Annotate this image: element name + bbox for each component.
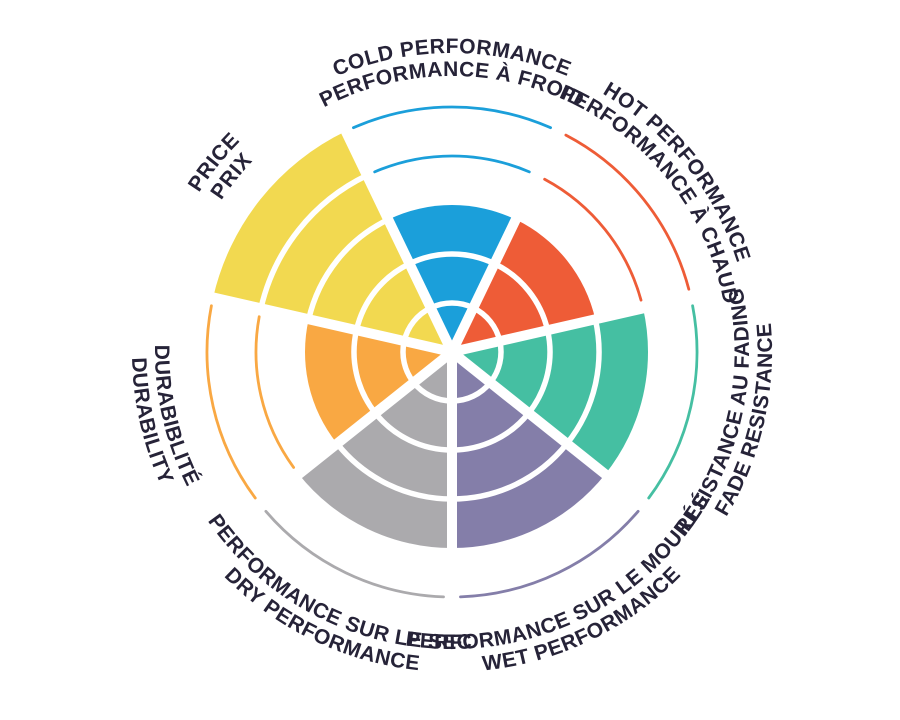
wet-performance-ring-2: [451, 411, 531, 453]
dry-performance-level-arc-5: [264, 509, 445, 599]
hot-performance-level-arc-5: [564, 133, 691, 291]
wet-performance-level-arc-5: [459, 509, 640, 599]
durability-level-arc-5: [205, 304, 257, 500]
sector-divider-5: [201, 290, 454, 357]
price-ring-2: [353, 261, 411, 331]
price-ring-4: [258, 172, 369, 310]
fade-resistance-ring-3: [564, 318, 602, 446]
cold-performance-wedge: [388, 205, 516, 352]
sector-divider-4: [248, 348, 456, 516]
sector-divider-0: [447, 119, 568, 355]
durability-wedge: [305, 319, 452, 444]
sector-divider-2: [448, 348, 656, 516]
dry-performance-wedge: [298, 352, 452, 548]
price-ring-3: [306, 217, 390, 320]
durability-level-arc-4: [254, 315, 296, 469]
sector-divider-6: [336, 119, 457, 355]
fade-resistance-ring-2: [526, 329, 553, 415]
wet-performance-wedge: [452, 352, 606, 548]
hot-performance-level-arc-4: [543, 177, 643, 302]
sector-divider-1: [450, 290, 703, 357]
hot-performance-ring-2: [493, 261, 551, 331]
durability-ring-2: [351, 329, 378, 415]
chart-dividers: [201, 119, 703, 608]
cold-performance-ring-2: [408, 251, 496, 267]
cold-performance-level-arc-4: [373, 154, 531, 174]
price-wedge: [213, 131, 452, 352]
dry-performance-ring-2: [373, 411, 453, 453]
chart-level-arcs: [205, 105, 699, 599]
cold-performance-level-arc-5: [352, 105, 552, 130]
dry-performance-ring-3: [334, 441, 453, 502]
fade-resistance-level-arc-5: [647, 304, 699, 500]
wet-performance-ring-3: [451, 441, 570, 502]
